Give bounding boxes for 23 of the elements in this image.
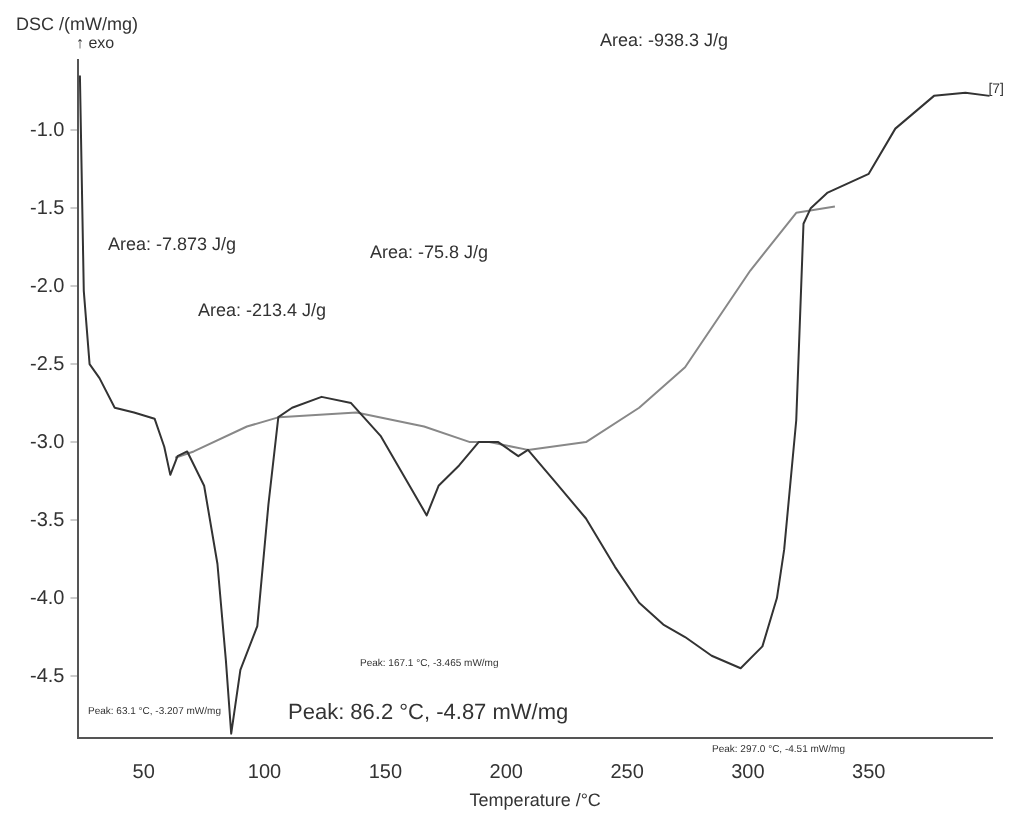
x-tick-label: 150: [368, 761, 403, 784]
x-tick-label: 300: [731, 761, 766, 784]
annotation: Area: -213.4 J/g: [198, 299, 327, 320]
text: ↑ exo: [76, 34, 116, 53]
x-tick-label: 50: [132, 761, 156, 784]
y-tick-label: -1.0: [29, 119, 66, 142]
annotation: Area: -7.873 J/g: [108, 233, 237, 254]
y-tick-label: -2.5: [29, 353, 66, 376]
y-axis-title: DSC /(mW/mg): [16, 13, 138, 34]
x-tick-label: 350: [852, 761, 887, 784]
x-tick-label: 200: [489, 761, 524, 784]
y-tick-label: -2.0: [29, 275, 66, 298]
x-tick-label: 250: [610, 761, 645, 784]
x-axis-title: Temperature /°C: [469, 790, 602, 811]
y-tick-label: -1.5: [29, 197, 66, 220]
y-tick-label: -4.5: [29, 665, 66, 688]
y-tick-label: -3.0: [29, 431, 66, 454]
y-tick-label: -3.5: [29, 509, 66, 532]
annotation: Peak: 86.2 °C, -4.87 mW/mg: [288, 701, 569, 726]
annotation: Area: -75.8 J/g: [370, 241, 489, 262]
x-tick-label: 100: [247, 761, 283, 784]
y-tick-label: -4.0: [29, 587, 66, 610]
text: Area: -938.3 J/g: [600, 29, 729, 50]
